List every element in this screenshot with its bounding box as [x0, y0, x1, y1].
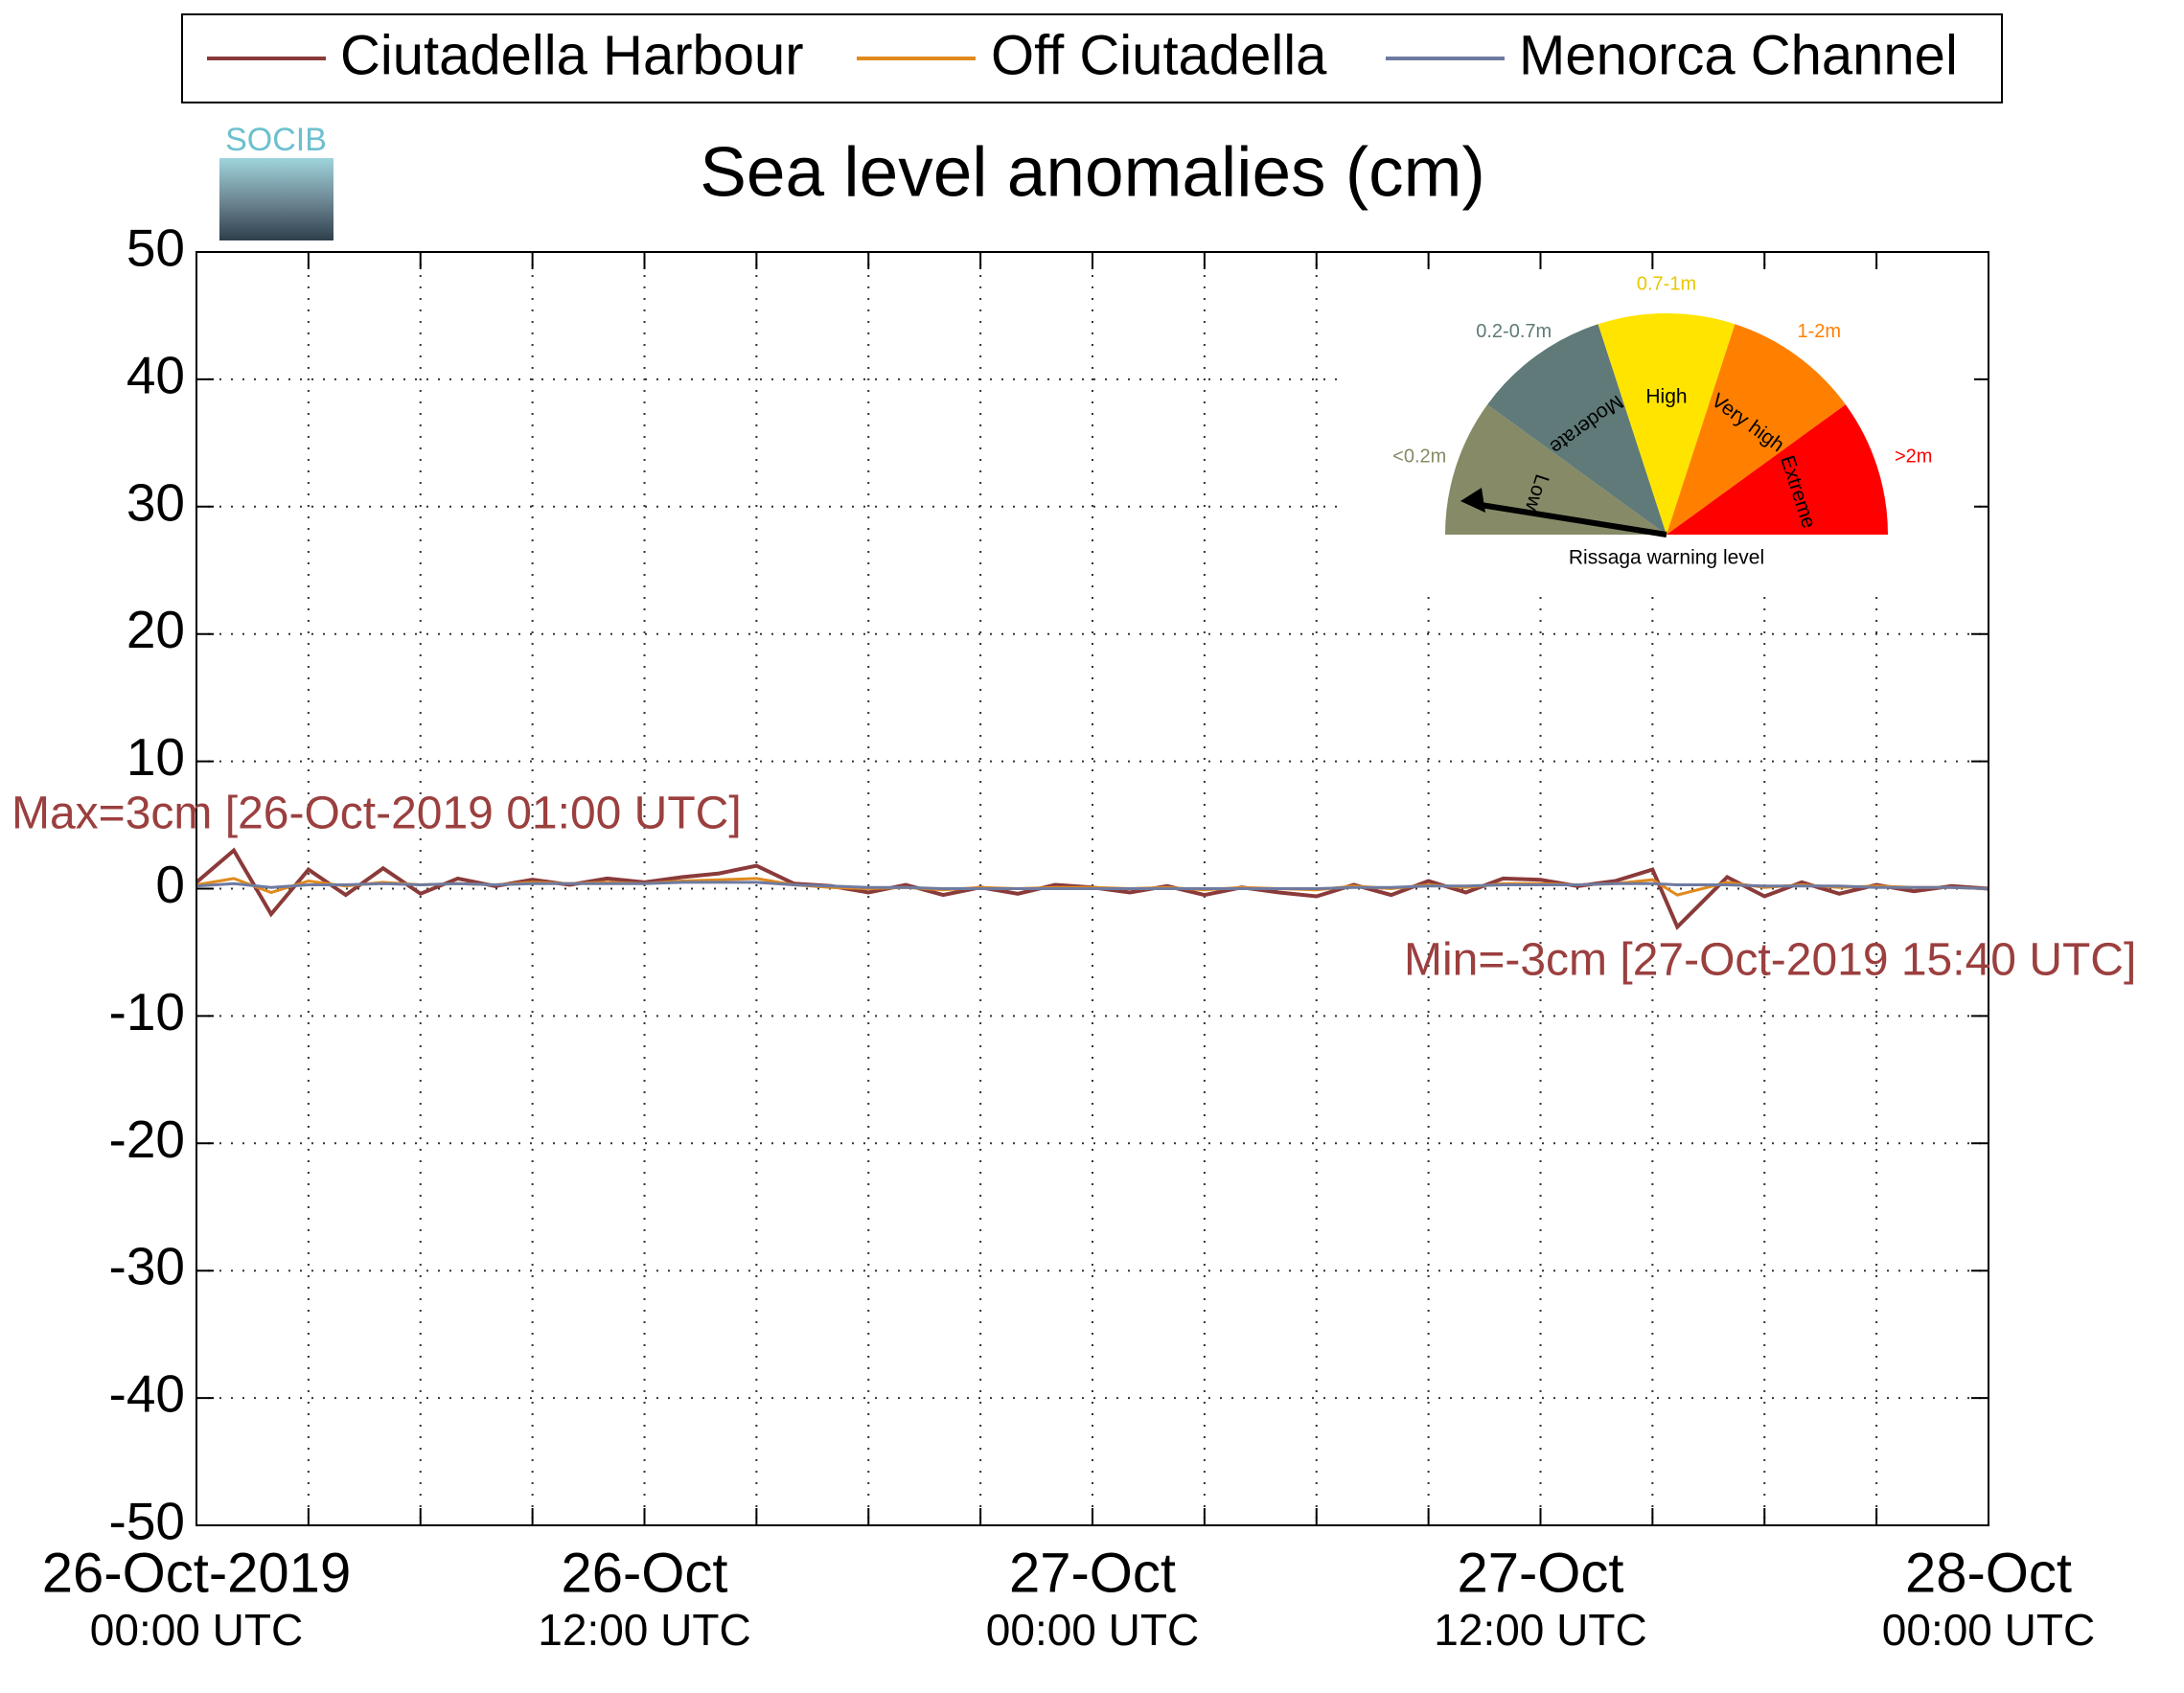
y-tick-label: 50 [126, 218, 185, 278]
y-tick-label: -10 [109, 982, 186, 1041]
y-tick-label: -30 [109, 1237, 186, 1296]
x-tick-sublabel: 12:00 UTC [1434, 1605, 1646, 1655]
series-line [195, 881, 1989, 890]
y-tick-label: 0 [155, 855, 185, 914]
annotation: Max=3cm [26-Oct-2019 01:00 UTC] [11, 789, 742, 839]
gauge-needle-head [1460, 488, 1485, 513]
gauge-level-range: >2m [1895, 446, 1932, 468]
gauge-level-range: 0.7-1m [1637, 273, 1696, 294]
x-tick-label: 26-Oct-2019 [42, 1542, 351, 1604]
y-tick-label: -50 [109, 1492, 186, 1551]
legend-box [181, 13, 2003, 103]
x-tick-label: 26-Oct [561, 1542, 727, 1604]
legend-label: Ciutadella Harbour [340, 24, 804, 86]
gauge-needle [1474, 501, 1667, 538]
logo-image [219, 158, 333, 240]
logo-text: SOCIB [225, 122, 327, 158]
legend-label: Menorca Channel [1519, 24, 1958, 86]
gauge-sector [1667, 324, 1846, 535]
y-tick-label: -40 [109, 1364, 186, 1424]
x-tick-sublabel: 12:00 UTC [538, 1605, 750, 1655]
gauge-sector [1445, 404, 1667, 535]
gauge-sector [1598, 313, 1736, 535]
x-tick-sublabel: 00:00 UTC [90, 1605, 303, 1655]
x-tick-label: 27-Oct [1457, 1542, 1623, 1604]
y-tick-label: -20 [109, 1110, 186, 1169]
y-tick-label: 10 [126, 727, 185, 787]
gauge-sector [1487, 324, 1667, 535]
chart-title: Sea level anomalies (cm) [700, 133, 1485, 211]
plot-frame [195, 251, 1989, 1526]
y-tick-label: 40 [126, 345, 185, 404]
gauge-level-range: <0.2m [1392, 446, 1446, 468]
y-tick-label: 30 [126, 472, 185, 532]
y-tick-label: 20 [126, 600, 185, 659]
x-tick-label: 28-Oct [1905, 1542, 2072, 1604]
gauge-title: Rissaga warning level [1569, 547, 1764, 569]
gauge-level-name: High [1645, 385, 1687, 407]
annotation: Min=-3cm [27-Oct-2019 15:40 UTC] [1404, 935, 2136, 986]
x-tick-sublabel: 00:00 UTC [986, 1605, 1199, 1655]
x-tick-label: 27-Oct [1009, 1542, 1176, 1604]
gauge-sector [1667, 404, 1888, 535]
x-tick-sublabel: 00:00 UTC [1882, 1605, 2095, 1655]
gauge-level-range: 1-2m [1798, 321, 1842, 342]
legend-label: Off Ciutadella [991, 24, 1327, 86]
gauge-level-range: 0.2-0.7m [1476, 321, 1552, 342]
